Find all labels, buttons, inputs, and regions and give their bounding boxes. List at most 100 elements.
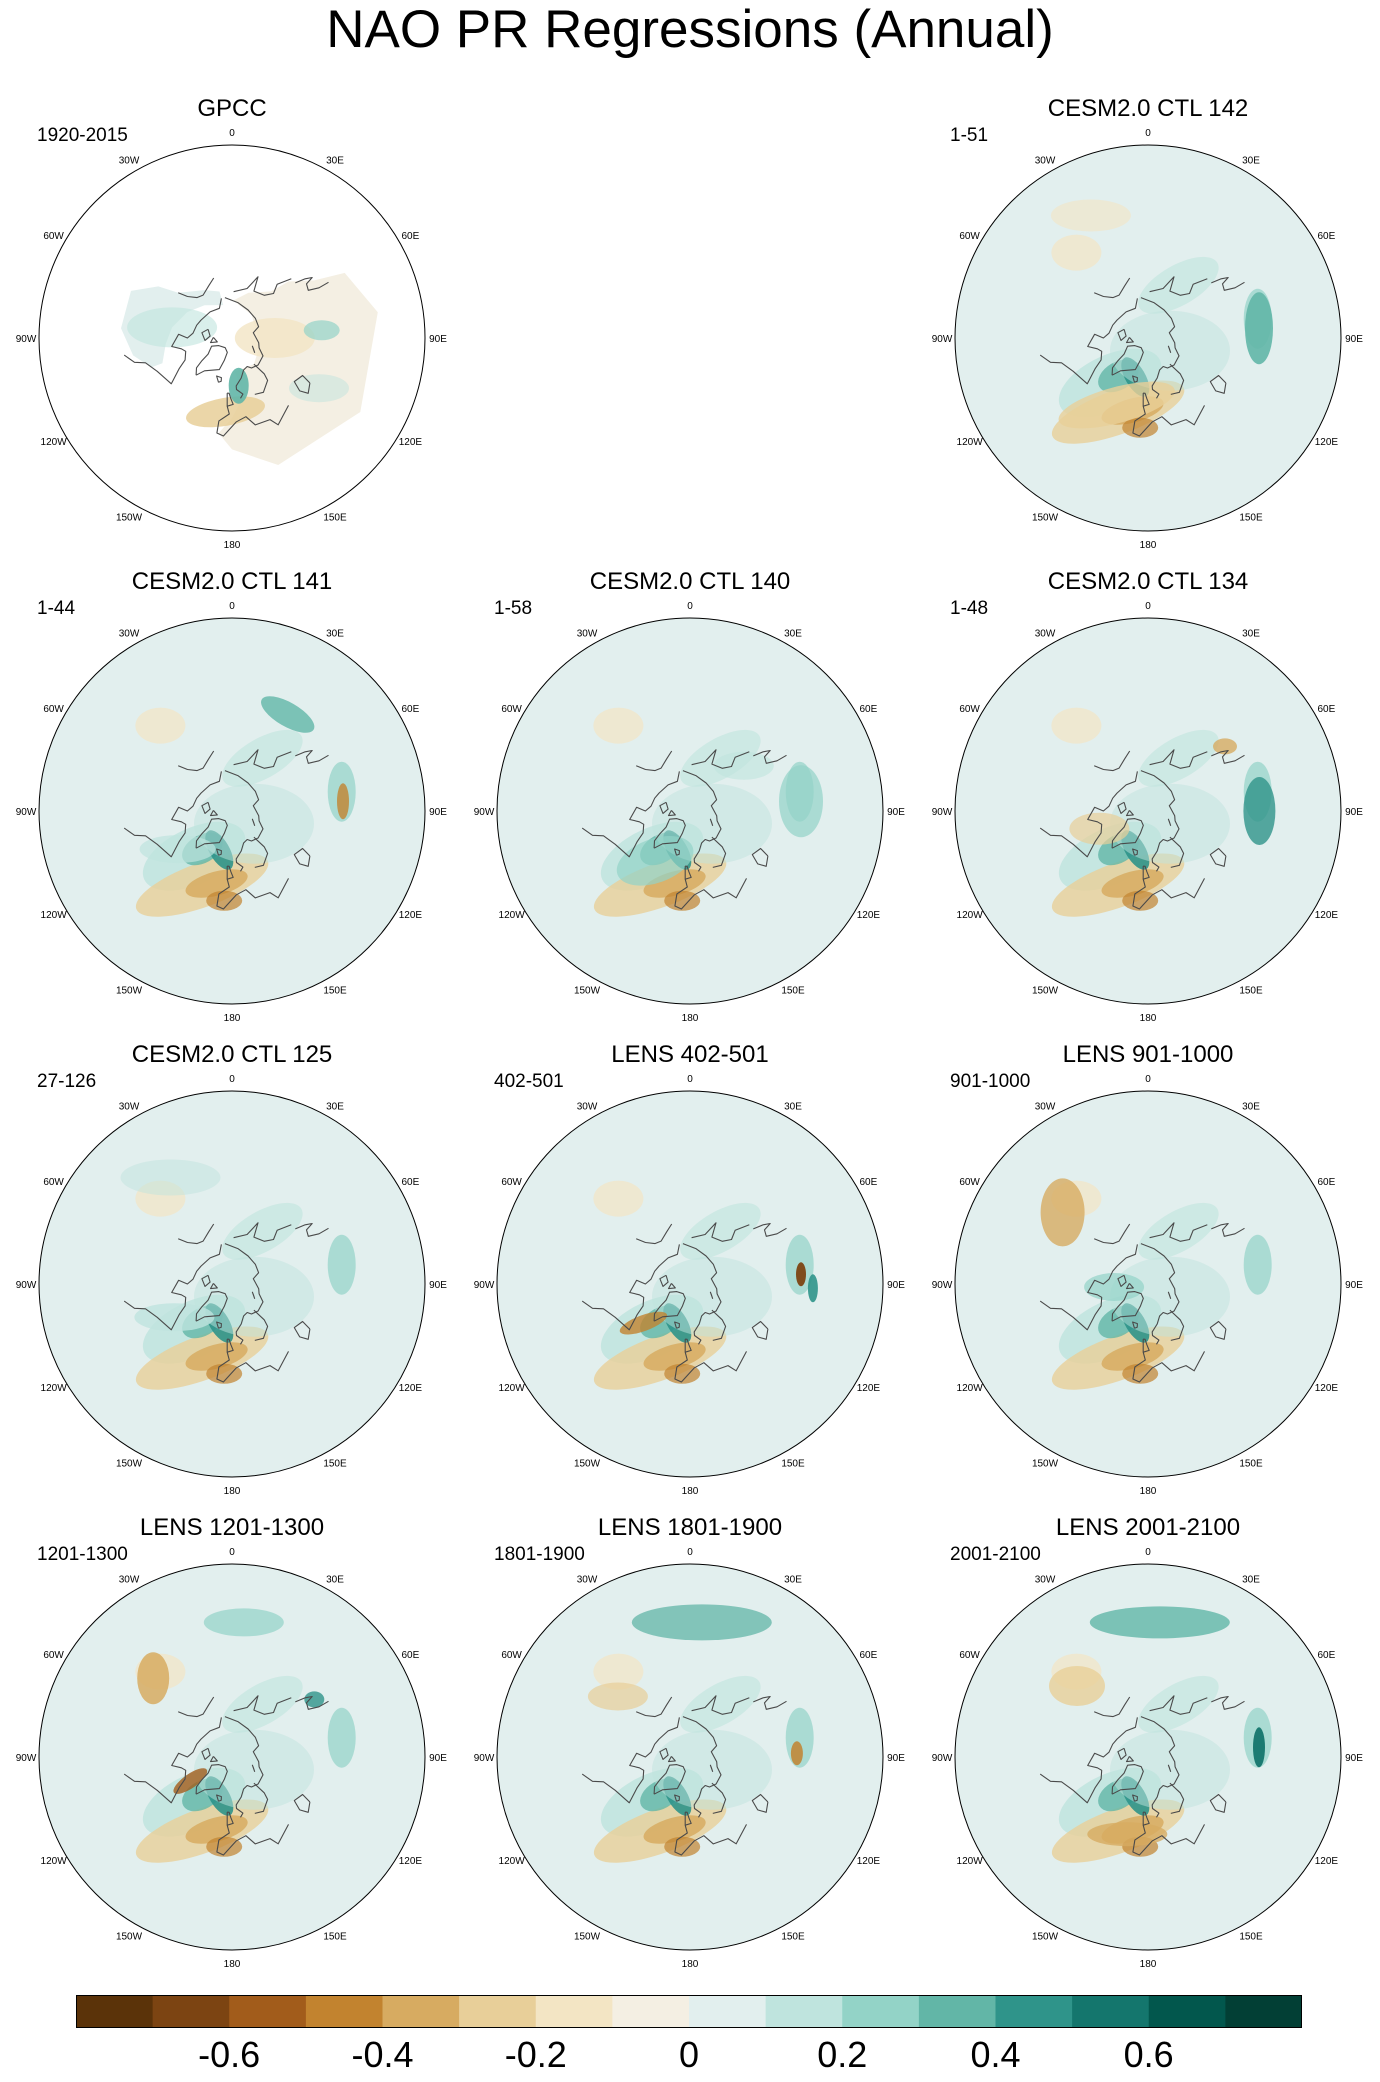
coastline bbox=[224, 770, 264, 872]
map-field bbox=[497, 618, 883, 1004]
coastline bbox=[1111, 345, 1144, 376]
colorbar-swatch bbox=[459, 1995, 537, 2028]
map-field bbox=[955, 618, 1341, 1004]
map-panel-lens402: LENS 402-501 402-501 180 150E 120E 90E 60E 30… bbox=[470, 1040, 910, 1510]
contour-region bbox=[1138, 1202, 1219, 1260]
coastline bbox=[751, 1793, 769, 1813]
longitude-label: 30E bbox=[326, 156, 344, 167]
longitude-label: 30W bbox=[1035, 156, 1056, 167]
contour-region bbox=[1101, 869, 1164, 898]
contour-region bbox=[1138, 729, 1219, 787]
contour-region bbox=[303, 320, 340, 341]
map-panel-lens2001: LENS 2001-2100 2001-2100 180 150E 120E 90E 6… bbox=[928, 1513, 1368, 1983]
coastline bbox=[293, 1320, 311, 1340]
polar-map: 180 150E 120E 90E 60E 30E 0 30W 60W 90W 120W 150W bbox=[932, 128, 1364, 551]
coastline bbox=[1209, 374, 1227, 394]
colorbar-swatch bbox=[382, 1995, 460, 2028]
panel-period: 1201-1300 bbox=[37, 1544, 128, 1565]
coastline bbox=[1093, 1223, 1131, 1245]
coastline bbox=[1117, 328, 1127, 341]
coastline bbox=[195, 818, 228, 849]
longitude-label: 180 bbox=[682, 1013, 699, 1024]
longitude-label: 120E bbox=[1315, 437, 1339, 448]
colorbar-tick-label: 0 bbox=[678, 2034, 700, 2075]
coastline bbox=[674, 1812, 747, 1856]
coastline bbox=[1169, 363, 1185, 395]
contour-region bbox=[289, 374, 349, 403]
longitude-label: 60W bbox=[501, 1177, 522, 1188]
coastline bbox=[1211, 749, 1245, 764]
longitude-label: 180 bbox=[224, 540, 241, 551]
coastline bbox=[685, 1338, 692, 1353]
contour-region bbox=[779, 765, 823, 838]
coastline bbox=[251, 345, 256, 353]
longitude-label: 90W bbox=[932, 1280, 953, 1291]
coastline bbox=[251, 818, 256, 826]
longitude-label: 60E bbox=[860, 704, 878, 715]
panel-period: 402-501 bbox=[494, 1071, 564, 1092]
longitude-label: 120E bbox=[399, 910, 423, 921]
contour-region bbox=[680, 1202, 761, 1260]
longitude-label: 30E bbox=[1242, 1575, 1260, 1586]
contour-region bbox=[1084, 1273, 1145, 1301]
coastline bbox=[581, 1244, 680, 1331]
contour-region bbox=[1243, 1234, 1272, 1295]
contour-region bbox=[680, 1675, 761, 1733]
coastline bbox=[1209, 1320, 1227, 1340]
longitude-label: 90E bbox=[887, 1753, 905, 1764]
contour-region bbox=[206, 1363, 243, 1384]
longitude-label: 30W bbox=[577, 629, 598, 640]
coastline bbox=[691, 1222, 750, 1242]
coastline bbox=[691, 749, 750, 769]
colorbar bbox=[76, 1995, 1302, 2028]
coastline bbox=[711, 836, 727, 868]
map-field bbox=[497, 1564, 883, 1950]
map-field bbox=[39, 618, 425, 1004]
longitude-label: 30W bbox=[119, 1102, 140, 1113]
longitude-label: 90W bbox=[16, 1753, 37, 1764]
longitude-label: 180 bbox=[224, 1013, 241, 1024]
longitude-label: 30W bbox=[577, 1575, 598, 1586]
panel-title: CESM2.0 CTL 141 bbox=[131, 568, 333, 595]
coastline bbox=[295, 749, 329, 764]
coastline bbox=[667, 1756, 676, 1763]
coastline bbox=[1143, 1811, 1150, 1826]
map-border bbox=[496, 1563, 884, 1951]
longitude-label: 180 bbox=[1140, 1959, 1157, 1970]
longitude-label: 30E bbox=[1242, 1102, 1260, 1113]
coastline bbox=[177, 277, 215, 299]
coastline bbox=[653, 1291, 686, 1322]
coastline bbox=[293, 374, 311, 394]
map-border bbox=[38, 617, 426, 1005]
longitude-label: 120E bbox=[857, 1383, 881, 1394]
longitude-label: 30W bbox=[1035, 629, 1056, 640]
coastline bbox=[1211, 1695, 1245, 1710]
longitude-label: 90E bbox=[1345, 1280, 1363, 1291]
coastline bbox=[1140, 1716, 1180, 1818]
longitude-label: 120W bbox=[499, 1383, 526, 1394]
longitude-label: 0 bbox=[687, 1547, 693, 1558]
longitude-label: 120W bbox=[41, 437, 68, 448]
longitude-label: 30E bbox=[326, 629, 344, 640]
panel-period: 1-51 bbox=[950, 125, 989, 146]
coastline bbox=[195, 1291, 228, 1322]
coastline bbox=[227, 1811, 234, 1826]
longitude-label: 30W bbox=[119, 156, 140, 167]
longitude-label: 30W bbox=[577, 1102, 598, 1113]
longitude-label: 180 bbox=[682, 1959, 699, 1970]
colorbar-swatch bbox=[1072, 1995, 1150, 2028]
longitude-label: 120E bbox=[857, 1856, 881, 1867]
map-panel-ctl141: CESM2.0 CTL 141 1-44 180 150E 120E 90E 60E 30… bbox=[12, 567, 452, 1037]
longitude-label: 150E bbox=[1239, 1931, 1263, 1942]
colorbar-swatch bbox=[765, 1995, 843, 2028]
longitude-label: 60E bbox=[1318, 704, 1336, 715]
coastline bbox=[195, 1764, 228, 1795]
coastline bbox=[1132, 375, 1138, 383]
coastline bbox=[251, 1764, 256, 1772]
polar-map: 180 150E 120E 90E 60E 30E 0 30W 60W 90W 120W 150W bbox=[932, 601, 1364, 1024]
coastline bbox=[1211, 1222, 1245, 1237]
coastline bbox=[1125, 1756, 1134, 1763]
longitude-label: 60W bbox=[501, 704, 522, 715]
longitude-label: 90E bbox=[429, 334, 447, 345]
coastline bbox=[709, 1291, 714, 1299]
